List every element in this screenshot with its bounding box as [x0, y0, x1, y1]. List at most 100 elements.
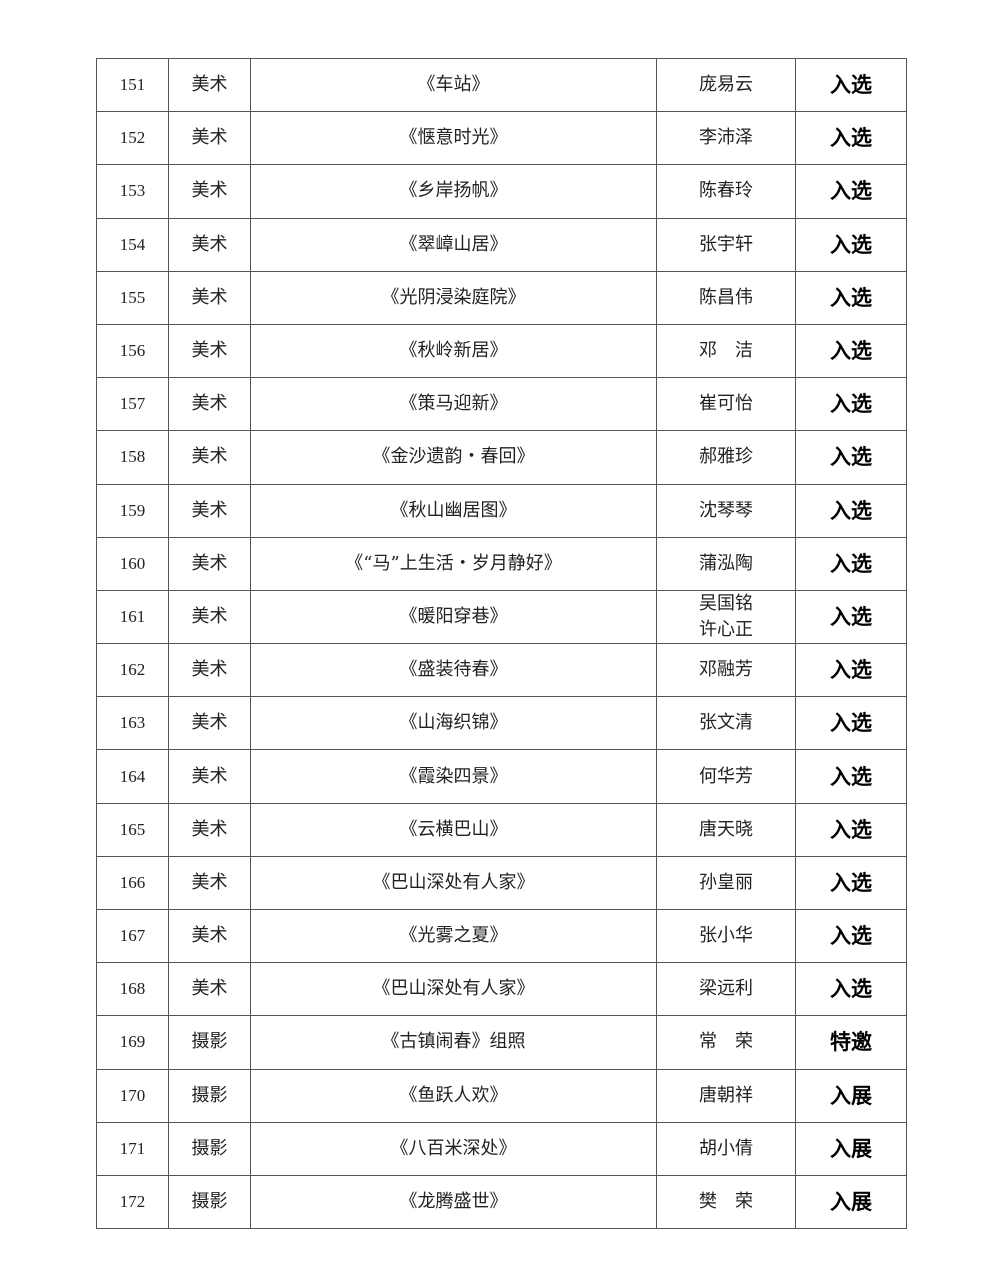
table-row: 154 美术 《翠嶂山居》 张宇轩 入选: [96, 217, 907, 272]
title-cell: 《金沙遗韵・春回》: [250, 430, 657, 485]
author-cell: 张文清: [656, 696, 796, 751]
author-cell: 沈琴琴: [656, 483, 796, 538]
category-cell: 美术: [168, 430, 251, 485]
author-name: 陈春玲: [699, 180, 753, 202]
author-cell: 陈昌伟: [656, 270, 796, 325]
table-row: 166 美术 《巴山深处有人家》 孙皇丽 入选: [96, 855, 907, 911]
table-row: 155 美术 《光阴浸染庭院》 陈昌伟 入选: [96, 270, 907, 325]
author-name: 蒲泓陶: [699, 552, 753, 574]
author-name: 唐天晓: [699, 818, 753, 840]
author-cell: 唐天晓: [656, 802, 796, 857]
category-cell: 美术: [168, 536, 251, 591]
author-cell: 郝雅珍: [656, 430, 796, 485]
row-number: 163: [96, 696, 169, 751]
result-cell: 入选: [795, 696, 907, 751]
row-number: 171: [96, 1121, 169, 1176]
category-cell: 摄影: [168, 1015, 251, 1070]
author-name: 李沛泽: [699, 127, 753, 149]
row-number: 160: [96, 536, 169, 591]
title-cell: 《八百米深处》: [250, 1121, 657, 1176]
category-cell: 美术: [168, 111, 251, 166]
table-row: 169 摄影 《古镇闹春》组照 常 荣 特邀: [96, 1015, 907, 1070]
author-cell: 李沛泽: [656, 111, 796, 166]
result-cell: 入选: [795, 270, 907, 325]
author-name: 张小华: [699, 925, 753, 947]
title-cell: 《车站》: [250, 57, 657, 113]
author-cell: 常 荣: [656, 1015, 796, 1070]
author-name: 张文清: [699, 712, 753, 734]
author-cell: 樊 荣: [656, 1174, 796, 1230]
result-cell: 入选: [795, 962, 907, 1017]
category-cell: 美术: [168, 855, 251, 911]
title-cell: 《乡岸扬帆》: [250, 164, 657, 219]
result-cell: 入选: [795, 908, 907, 964]
author-cell: 邓融芳: [656, 643, 796, 698]
title-cell: 《霞染四景》: [250, 749, 657, 804]
title-cell: 《光阴浸染庭院》: [250, 270, 657, 325]
author-cell: 庞易云: [656, 57, 796, 113]
author-name: 唐朝祥: [699, 1084, 753, 1106]
result-cell: 入展: [795, 1174, 907, 1230]
table-row: 160 美术 《“马”上生活・岁月静好》 蒲泓陶 入选: [96, 536, 907, 591]
title-cell: 《惬意时光》: [250, 111, 657, 166]
category-cell: 美术: [168, 696, 251, 751]
result-cell: 入选: [795, 430, 907, 485]
table-row: 171 摄影 《八百米深处》 胡小倩 入展: [96, 1121, 907, 1176]
title-cell: 《巴山深处有人家》: [250, 962, 657, 1017]
category-cell: 美术: [168, 164, 251, 219]
row-number: 172: [96, 1174, 169, 1230]
category-cell: 美术: [168, 643, 251, 698]
row-number: 167: [96, 908, 169, 964]
row-number: 154: [96, 217, 169, 272]
author-cell: 邓 洁: [656, 323, 796, 379]
table-row: 159 美术 《秋山幽居图》 沈琴琴 入选: [96, 483, 907, 538]
author-name: 梁远利: [699, 978, 753, 1000]
table-row: 158 美术 《金沙遗韵・春回》 郝雅珍 入选: [96, 430, 907, 485]
category-cell: 美术: [168, 377, 251, 432]
title-cell: 《“马”上生活・岁月静好》: [250, 536, 657, 591]
category-cell: 美术: [168, 483, 251, 538]
author-name: 庞易云: [699, 74, 753, 96]
author-name: 常 荣: [699, 1031, 753, 1053]
row-number: 165: [96, 802, 169, 857]
result-cell: 入选: [795, 217, 907, 272]
title-cell: 《鱼跃人欢》: [250, 1068, 657, 1123]
results-table: 151 美术 《车站》 庞易云 入选 152 美术 《惬意时光》 李沛泽 入选 153 美术 《乡岸扬帆…: [96, 57, 907, 1230]
row-number: 170: [96, 1068, 169, 1123]
table-row: 162 美术 《盛装待春》 邓融芳 入选: [96, 643, 907, 698]
category-cell: 美术: [168, 908, 251, 964]
result-cell: 入选: [795, 111, 907, 166]
title-cell: 《巴山深处有人家》: [250, 855, 657, 911]
author-cell: 孙皇丽: [656, 855, 796, 911]
category-cell: 美术: [168, 57, 251, 113]
author-cell: 张宇轩: [656, 217, 796, 272]
author-cell: 梁远利: [656, 962, 796, 1017]
row-number: 156: [96, 323, 169, 379]
table-row: 161 美术 《暖阳穿巷》 吴国铭 许心正 入选: [96, 589, 907, 645]
row-number: 158: [96, 430, 169, 485]
author-cell: 何华芳: [656, 749, 796, 804]
author-name: 许心正: [699, 618, 753, 640]
title-cell: 《云横巴山》: [250, 802, 657, 857]
title-cell: 《秋山幽居图》: [250, 483, 657, 538]
row-number: 153: [96, 164, 169, 219]
title-cell: 《盛装待春》: [250, 643, 657, 698]
row-number: 164: [96, 749, 169, 804]
table-row: 170 摄影 《鱼跃人欢》 唐朝祥 入展: [96, 1068, 907, 1123]
result-cell: 入选: [795, 749, 907, 804]
category-cell: 美术: [168, 589, 251, 645]
author-name: 何华芳: [699, 765, 753, 787]
category-cell: 摄影: [168, 1121, 251, 1176]
author-name: 樊 荣: [699, 1191, 753, 1213]
category-cell: 摄影: [168, 1068, 251, 1123]
author-cell: 胡小倩: [656, 1121, 796, 1176]
category-cell: 美术: [168, 802, 251, 857]
result-cell: 入选: [795, 643, 907, 698]
table-row: 157 美术 《策马迎新》 崔可怡 入选: [96, 377, 907, 432]
row-number: 159: [96, 483, 169, 538]
author-name: 郝雅珍: [699, 446, 753, 468]
result-cell: 入选: [795, 589, 907, 645]
category-cell: 美术: [168, 270, 251, 325]
author-name: 胡小倩: [699, 1137, 753, 1159]
author-name: 陈昌伟: [699, 286, 753, 308]
